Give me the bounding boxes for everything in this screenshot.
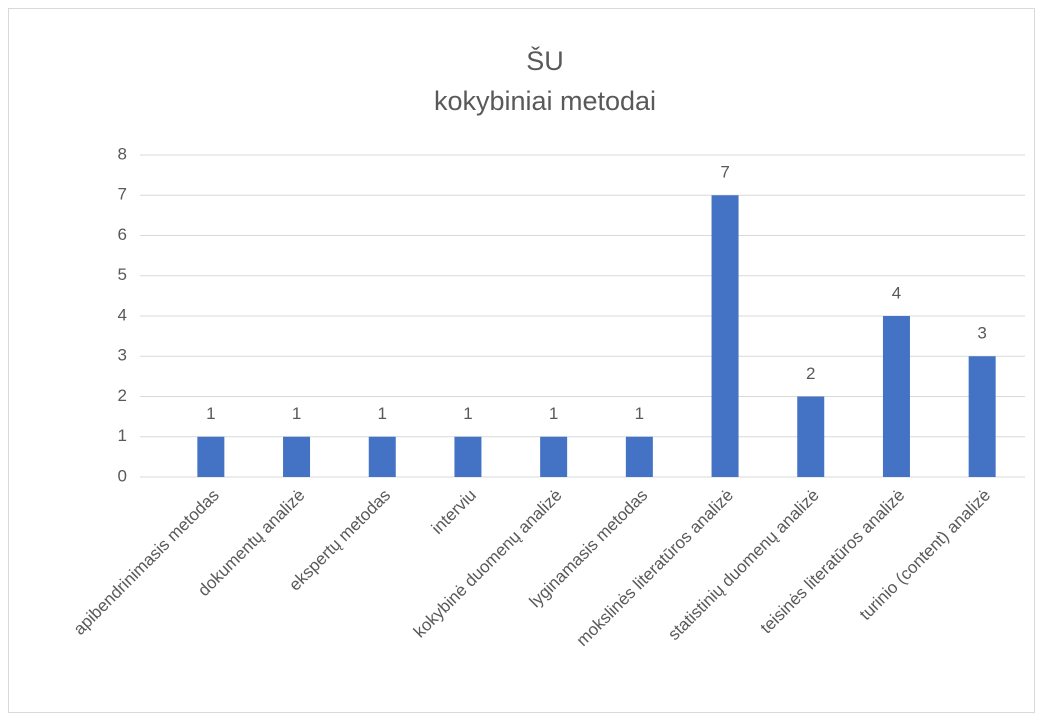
y-tick-label: 7 — [118, 185, 127, 204]
y-tick-label: 2 — [118, 386, 127, 405]
data-label: 1 — [292, 404, 301, 423]
data-label: 7 — [720, 163, 729, 182]
bar — [882, 316, 910, 477]
bar — [540, 436, 568, 477]
data-label: 1 — [549, 404, 558, 423]
bar — [625, 436, 653, 477]
bar — [968, 356, 996, 477]
bar — [368, 436, 396, 477]
data-label: 1 — [206, 404, 215, 423]
data-label: 1 — [463, 404, 472, 423]
bar — [711, 195, 739, 477]
chart-subtitle: kokybiniai metodai — [434, 86, 656, 116]
bar — [797, 396, 825, 477]
data-label: 3 — [977, 324, 986, 343]
bar — [283, 436, 311, 477]
chart-title: ŠU — [526, 45, 564, 76]
y-tick-label: 6 — [118, 225, 127, 244]
y-tick-label: 0 — [118, 466, 127, 485]
data-label: 1 — [635, 404, 644, 423]
y-tick-label: 4 — [118, 305, 127, 324]
y-tick-label: 3 — [118, 346, 127, 365]
bar — [454, 436, 482, 477]
data-label: 4 — [892, 283, 901, 302]
y-tick-label: 8 — [118, 144, 127, 163]
data-label: 2 — [806, 364, 815, 383]
chart-border — [8, 8, 1035, 713]
y-tick-label: 1 — [118, 426, 127, 445]
y-tick-label: 5 — [118, 265, 127, 284]
bar — [197, 436, 225, 477]
data-label: 1 — [378, 404, 387, 423]
